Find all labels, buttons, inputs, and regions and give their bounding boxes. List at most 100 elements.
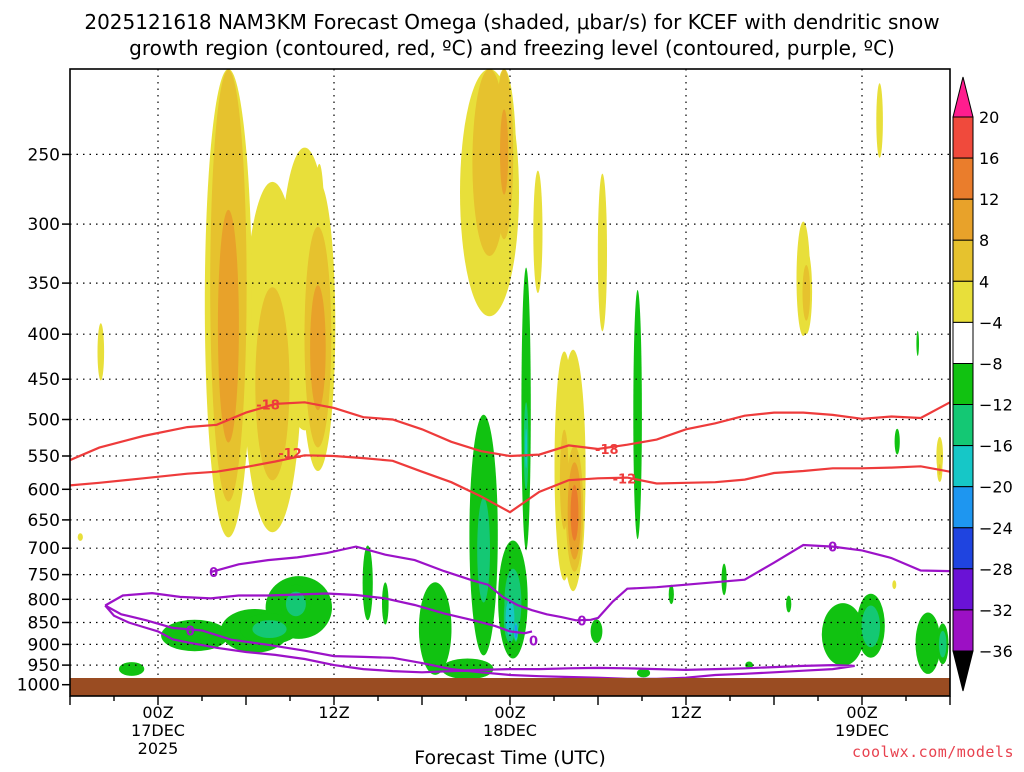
colorbar-label--32: −32 (979, 601, 1013, 620)
y-tick-label-500: 500 (28, 411, 60, 431)
omega-region-2-level-4 (77, 533, 83, 541)
omega-region-37-level-8 (252, 620, 287, 638)
y-tick-label-900: 900 (28, 635, 60, 655)
y-tick-label-600: 600 (28, 480, 60, 500)
x-tick-label-30: 00Z (494, 703, 525, 722)
colorbar-band-2 (952, 198, 974, 241)
colorbar-arrow-top (952, 76, 974, 118)
chart-title-line-2: growth region (contoured, red, ºC) and f… (129, 36, 895, 60)
y-tick-label-1000: 1000 (17, 676, 60, 696)
x-tick-label-18: 12Z (318, 703, 349, 722)
freezing-inner-contour (104, 591, 533, 635)
omega-region-40-level-8 (285, 591, 306, 617)
omega-region-8-level-4 (382, 582, 389, 625)
omega-region-9-level-4 (590, 619, 603, 643)
colorbar-band-1 (952, 157, 974, 200)
label-dgz-bottom-2: -12 (613, 472, 637, 487)
omega-region-48-level-16 (570, 485, 579, 541)
omega-region-45-level-12 (217, 209, 239, 443)
omega-region-25-level-4 (633, 290, 642, 540)
y-tick-label-700: 700 (28, 539, 60, 559)
colorbar-label--20: −20 (979, 478, 1013, 497)
colorbar-band-6 (952, 363, 974, 406)
chart-title-line-1: 2025121618 NAM3KM Forecast Omega (shaded… (84, 10, 939, 34)
colorbar-band-12 (952, 609, 974, 652)
colorbar-band-5 (952, 321, 974, 364)
omega-region-35-level-8 (255, 287, 290, 481)
y-tick-label-650: 650 (28, 511, 60, 531)
y-tick-label-350: 350 (28, 274, 60, 294)
omega-region-3-level-4 (533, 170, 543, 293)
colorbar-band-9 (952, 486, 974, 529)
label-freezing-3: 0 (529, 635, 538, 650)
colorbar-label-4: 4 (979, 272, 989, 291)
omega-region-5-level-4 (876, 83, 883, 158)
y-tick-label-550: 550 (28, 447, 60, 467)
omega-region-43-level-12 (500, 109, 509, 195)
omega-region-24-level-4 (441, 658, 494, 680)
omega-region-19-level-4 (118, 662, 145, 676)
colorbar-label--16: −16 (979, 437, 1013, 456)
colorbar-label--28: −28 (979, 560, 1013, 579)
colorbar-label--36: −36 (979, 642, 1013, 661)
contours: -18 -18 -12 -12 0 0 0 0 0 (70, 399, 950, 680)
omega-region-47-level-12 (505, 599, 515, 636)
colorbar-band-0 (952, 116, 974, 159)
y-tick-label-450: 450 (28, 370, 60, 390)
colorbar-band-3 (952, 239, 974, 282)
label-freezing-4: 0 (577, 614, 586, 629)
colorbar-label--8: −8 (979, 355, 1003, 374)
omega-region-4-level-4 (597, 173, 608, 332)
y-tick-label-850: 850 (28, 614, 60, 634)
omega-region-44-level-12 (525, 428, 528, 469)
x-tick-label-6: 00Z (142, 703, 173, 722)
colorbar-label--24: −24 (979, 519, 1013, 538)
omega-region-20-level-4 (362, 545, 373, 621)
label-freezing-1: 0 (209, 566, 218, 581)
label-dgz-top-1: -18 (256, 399, 280, 414)
colorbar-band-8 (952, 445, 974, 488)
x-tick-year-6: 2025 (138, 739, 179, 758)
label-freezing-5: 0 (828, 541, 837, 556)
x-tick-date-6: 17DEC (131, 721, 185, 740)
omega-region-14-level-4 (786, 595, 792, 613)
colorbar-label-12: 12 (979, 190, 999, 209)
y-tick-label-950: 950 (28, 656, 60, 676)
x-axis-label: Forecast Time (UTC) (414, 747, 605, 768)
colorbar-label--4: −4 (979, 313, 1003, 332)
colorbar-band-7 (952, 404, 974, 447)
ground-surface (70, 678, 950, 696)
colorbar-arrow-bottom (952, 650, 974, 692)
omega-region-7-level-4 (892, 580, 897, 590)
x-tick-date-30: 18DEC (483, 721, 537, 740)
dgz-minus18-contour (70, 401, 950, 462)
omega-shading (77, 69, 949, 693)
y-tick-label-250: 250 (28, 145, 60, 165)
omega-region-46-level-12 (310, 285, 326, 411)
y-tick-label-750: 750 (28, 566, 60, 586)
y-tick-label-800: 800 (28, 590, 60, 610)
y-tick-label-400: 400 (28, 325, 60, 345)
omega-region-12-level-4 (721, 563, 727, 596)
omega-region-26-level-4 (821, 603, 865, 666)
credit-text[interactable]: coolwx.com/models (851, 743, 1014, 761)
omega-region-27-level-4 (915, 612, 941, 674)
colorbar-band-11 (952, 568, 974, 611)
x-tick-label-54: 00Z (846, 703, 877, 722)
colorbar-label--12: −12 (979, 396, 1013, 415)
omega-region-42-level-8 (938, 630, 947, 658)
omega-region-41-level-8 (861, 605, 880, 648)
omega-region-39-level-8 (802, 265, 811, 321)
grid (70, 69, 950, 696)
colorbar: 20 16 12 8 4 −4 −8 −12 −16 −20 −24 −28 −32 −36 (952, 76, 1013, 692)
colorbar-label-8: 8 (979, 231, 989, 250)
omega-region-1-level-4 (97, 323, 105, 381)
freezing-level-contour (210, 543, 950, 622)
label-dgz-bottom-1: -12 (278, 447, 302, 462)
omega-region-16-level-4 (916, 330, 919, 356)
colorbar-band-10 (952, 527, 974, 570)
dgz-minus12-contour (70, 454, 950, 514)
